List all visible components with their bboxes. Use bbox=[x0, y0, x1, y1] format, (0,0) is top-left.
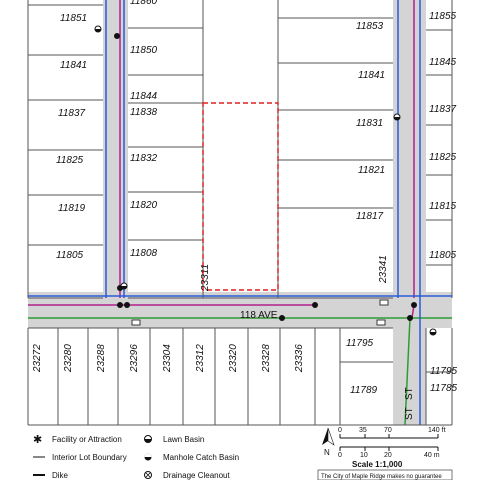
legend-label: Interior Lot Boundary bbox=[52, 453, 127, 462]
lot-label: 11795 bbox=[346, 338, 374, 349]
lot-label: 11815 bbox=[429, 201, 457, 212]
asterisk-icon: ✱ bbox=[33, 434, 42, 446]
lot-label: 11819 bbox=[58, 203, 86, 214]
scale-tick: 10 bbox=[360, 452, 368, 459]
scale-bar: 0 35 70 140 ft 0 10 20 40 m Scale 1:1,00… bbox=[338, 427, 446, 469]
lot-label: 11825 bbox=[56, 155, 84, 166]
scale-label: Scale 1:1,000 bbox=[352, 460, 403, 469]
lot-label: 11820 bbox=[130, 200, 158, 211]
basin-icons bbox=[94, 25, 437, 336]
lot-label: 23304 bbox=[162, 344, 173, 373]
lot-label: 23280 bbox=[63, 344, 74, 373]
disclaimer-box bbox=[317, 469, 453, 480]
lot-label: 23336 bbox=[294, 344, 305, 373]
lot-label: 11855 bbox=[429, 11, 457, 22]
lot-label: 11785 bbox=[430, 383, 458, 394]
lot-label: 11832 bbox=[130, 153, 158, 164]
street-name-st-2: ST bbox=[404, 387, 415, 400]
utility-lines bbox=[28, 0, 452, 426]
scale-tick: 0 bbox=[338, 452, 342, 459]
legend-label: Lawn Basin bbox=[163, 435, 204, 444]
lot-label: 11789 bbox=[350, 385, 378, 396]
lot-label: 11838 bbox=[130, 107, 158, 118]
scale-tick: 40 m bbox=[424, 452, 440, 459]
north-arrow-icon: N bbox=[322, 427, 335, 457]
lot-label: 11817 bbox=[356, 211, 384, 222]
lot-label: 11831 bbox=[356, 118, 383, 129]
lot-label: 11841 bbox=[60, 60, 87, 71]
street-name-118-ave: 118 AVE bbox=[240, 310, 278, 321]
scale-tick: 35 bbox=[359, 427, 367, 434]
lot-label: 11853 bbox=[356, 21, 384, 32]
lot-label: 23320 bbox=[228, 344, 239, 373]
lot-label: 11860 bbox=[130, 0, 158, 7]
lot-label: 11844 bbox=[130, 91, 158, 102]
scale-tick: 140 ft bbox=[428, 427, 446, 434]
lot-label: 11808 bbox=[130, 248, 158, 259]
scale-tick: 20 bbox=[384, 452, 392, 459]
highlighted-lot[interactable] bbox=[202, 102, 279, 291]
lot-label: 23296 bbox=[129, 344, 140, 373]
legend-label: Manhole Catch Basin bbox=[163, 453, 239, 462]
lot-label: 23312 bbox=[195, 344, 206, 373]
lot-label: 11825 bbox=[429, 152, 457, 163]
legend-items: ✱ Facility or Attraction Lawn Basin Inte… bbox=[33, 434, 239, 480]
legend-label: Drainage Cleanout bbox=[163, 471, 230, 480]
lot-label: 11845 bbox=[429, 57, 457, 68]
lot-label: 11821 bbox=[358, 165, 385, 176]
lot-label: 11795 bbox=[430, 366, 458, 377]
disclaimer-text: The City of Maple Ridge makes no guarant… bbox=[321, 474, 442, 480]
north-label: N bbox=[324, 448, 330, 457]
scale-tick: 0 bbox=[338, 427, 342, 434]
legend-label: Facility or Attraction bbox=[52, 435, 122, 444]
lot-label: 23328 bbox=[261, 344, 272, 373]
lot-label: 23272 bbox=[32, 344, 43, 373]
utility-nodes bbox=[114, 33, 417, 321]
road-east-south bbox=[393, 292, 426, 425]
lot-label: 11837 bbox=[58, 108, 86, 119]
lot-label: 23288 bbox=[96, 344, 107, 373]
legend-label: Dike bbox=[52, 471, 69, 480]
lot-label: 11805 bbox=[56, 250, 84, 261]
lot-label: 11837 bbox=[429, 104, 457, 115]
lot-label: 11851 bbox=[60, 13, 87, 24]
street-name-st: ST bbox=[404, 407, 415, 420]
lot-label: 11850 bbox=[130, 45, 158, 56]
scale-tick: 70 bbox=[384, 427, 392, 434]
lot-label: 11805 bbox=[429, 250, 457, 261]
lot-label: 11841 bbox=[358, 70, 385, 81]
lot-label: 23311 bbox=[200, 264, 211, 292]
lot-label: 23341 bbox=[378, 255, 389, 284]
